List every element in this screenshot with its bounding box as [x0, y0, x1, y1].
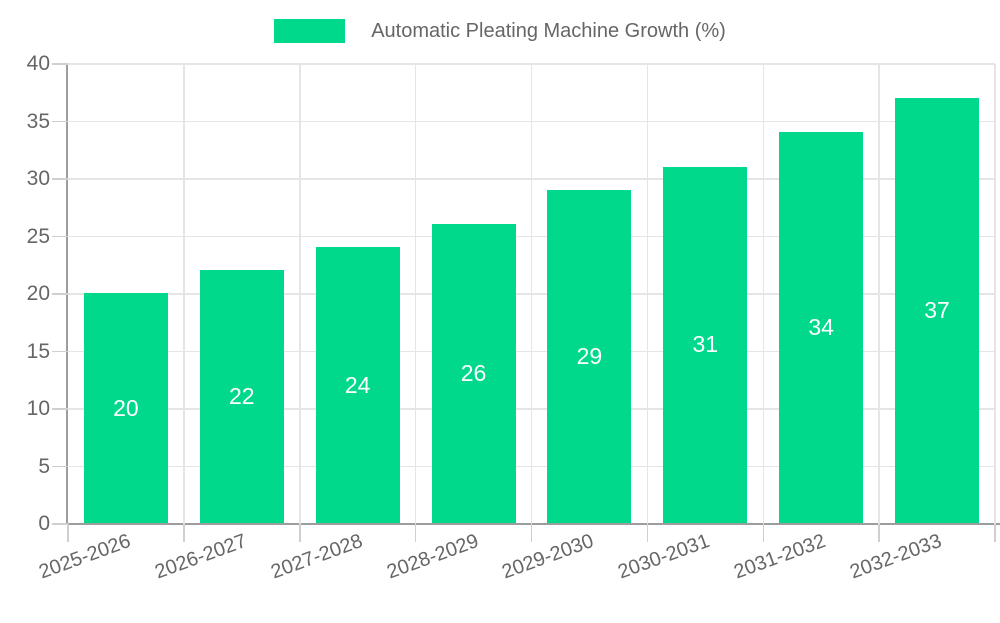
x-axis-tick-label: 2032-2033 — [847, 530, 945, 584]
bar-2025-2026: 20 — [83, 293, 168, 523]
x-gridline — [994, 64, 996, 524]
bar-value-label: 34 — [808, 314, 834, 340]
bar-value-label: 29 — [576, 342, 603, 369]
bar-value-label: 24 — [344, 371, 371, 398]
x-gridline — [530, 64, 533, 524]
bar-2030-2031: 31 — [663, 166, 748, 523]
y-tick — [52, 235, 68, 238]
bar-2029-2030: 29 — [547, 189, 632, 523]
y-tick — [52, 63, 68, 65]
y-axis-tick-label: 35 — [26, 109, 50, 133]
x-gridline — [299, 64, 301, 524]
x-axis-tick-label: 2030-2031 — [615, 530, 713, 584]
y-axis-tick-label: 20 — [26, 282, 50, 305]
legend-swatch — [274, 19, 346, 43]
plot-area: 0 5 10 15 20 25 30 35 40 20 22 24 26 29 31 34 37 2025-202… — [27, 52, 1000, 583]
y-axis-tick-label: 40 — [26, 52, 50, 75]
y-axis-tick-label: 10 — [26, 397, 50, 420]
y-axis-tick-label: 0 — [38, 512, 50, 535]
x-tick — [299, 524, 301, 542]
y-tick — [52, 350, 68, 353]
bar-2032-2033: 37 — [895, 97, 980, 523]
x-tick — [414, 524, 417, 542]
x-tick — [762, 524, 764, 542]
bar-value-label: 37 — [924, 296, 950, 323]
y-tick — [52, 120, 68, 123]
x-axis-tick-label: 2026-2027 — [151, 530, 250, 584]
bar-value-label: 31 — [692, 331, 719, 358]
x-tick — [878, 524, 880, 542]
bar-value-label: 20 — [113, 394, 139, 421]
x-axis-tick-label: 2029-2030 — [499, 530, 597, 584]
bar-value-label: 26 — [460, 360, 487, 386]
x-axis-tick-label: 2031-2032 — [731, 530, 829, 584]
x-gridline — [183, 64, 185, 524]
chart-legend-item[interactable]: Automatic Pleating Machine Growth (%) — [0, 16, 1000, 46]
x-tick — [67, 524, 69, 542]
x-tick — [646, 524, 649, 542]
x-axis-tick-label: 2028-2029 — [383, 530, 482, 584]
x-tick — [994, 524, 996, 542]
bar-value-label: 22 — [229, 383, 255, 409]
y-tick — [52, 465, 68, 468]
bar-2031-2032: 34 — [779, 132, 864, 523]
x-gridline — [762, 64, 764, 524]
bar-2027-2028: 24 — [315, 247, 400, 523]
bar-2028-2029: 26 — [431, 224, 516, 523]
x-gridline — [646, 64, 649, 524]
y-axis-tick-label: 5 — [38, 454, 50, 478]
y-axis-tick-label: 25 — [26, 224, 50, 248]
x-tick — [183, 524, 185, 542]
x-axis-line — [52, 522, 1000, 525]
y-tick — [52, 293, 68, 295]
x-tick — [530, 524, 533, 542]
bar-2026-2027: 22 — [199, 270, 284, 523]
y-axis-tick-label: 15 — [26, 339, 50, 363]
x-gridline — [878, 64, 880, 524]
x-gridline — [414, 64, 417, 524]
y-tick — [52, 408, 68, 410]
x-axis-tick-label: 2027-2028 — [267, 530, 366, 584]
y-tick — [52, 178, 68, 180]
y-axis-tick-label: 30 — [26, 167, 50, 190]
legend-label: Automatic Pleating Machine Growth (%) — [371, 19, 726, 42]
y-tick — [52, 523, 68, 525]
